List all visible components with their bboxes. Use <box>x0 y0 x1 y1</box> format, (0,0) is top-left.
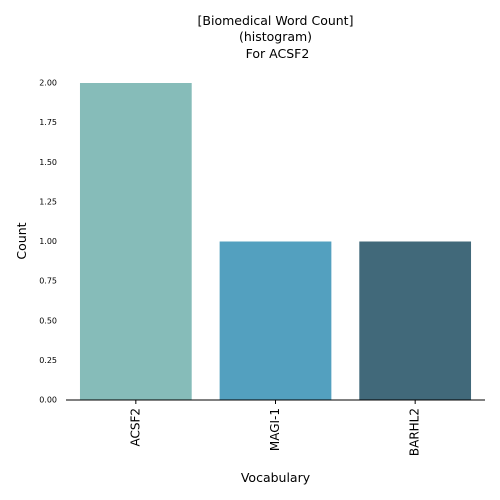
y-tick-label: 1.50 <box>39 158 57 167</box>
x-tick-label: ACSF2 <box>128 408 142 447</box>
x-axis-ticks: ACSF2 MAGI-1 BARHL2 <box>128 400 422 456</box>
y-tick-label: 2.00 <box>39 79 57 88</box>
y-tick-label: 0.25 <box>39 356 57 365</box>
bar-acsf2 <box>79 83 192 400</box>
x-tick-label: MAGI-1 <box>268 408 282 451</box>
y-tick-label: 1.00 <box>39 237 57 246</box>
chart-title-line-3: For ACSF2 <box>242 46 310 61</box>
x-tick-label: BARHL2 <box>408 408 422 456</box>
bar-barhl2 <box>359 241 472 400</box>
y-tick-label: 1.75 <box>39 118 57 127</box>
chart-title-line-2: (histogram) <box>239 29 312 44</box>
x-axis-label: Vocabulary <box>241 470 311 485</box>
y-axis-label: Count <box>14 222 29 259</box>
y-tick-label: 1.25 <box>39 197 57 206</box>
chart-title-line-1: [Biomedical Word Count] <box>198 13 354 28</box>
bars <box>79 83 472 400</box>
y-tick-label: 0.75 <box>39 277 57 286</box>
chart-title: [Biomedical Word Count] (histogram) For … <box>198 13 354 61</box>
bar-magi-1 <box>219 241 332 400</box>
y-axis-ticks: 0.00 0.25 0.50 0.75 1.00 1.25 1.50 1.75 2.00 <box>39 79 57 405</box>
y-tick-label: 0.00 <box>39 396 57 405</box>
y-tick-label: 0.50 <box>39 316 57 325</box>
